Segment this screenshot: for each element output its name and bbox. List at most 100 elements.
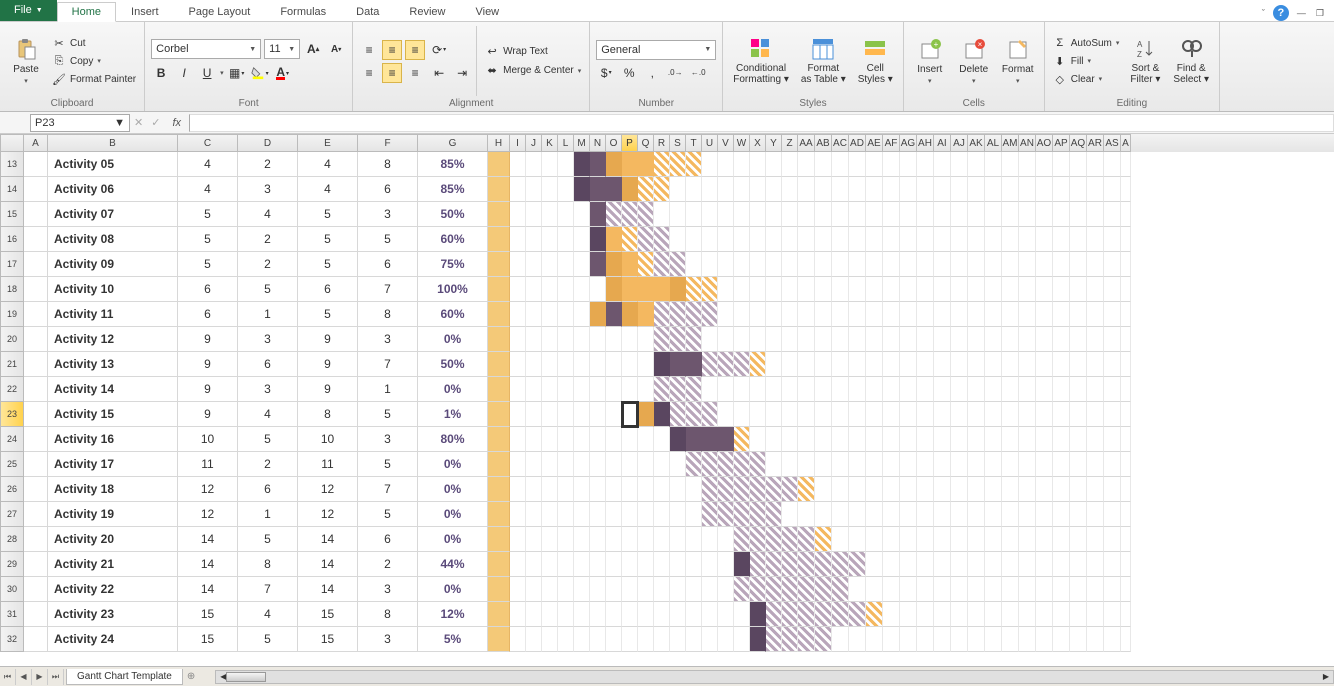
gantt-cell[interactable] xyxy=(510,152,526,177)
gantt-cell[interactable] xyxy=(985,177,1002,202)
gantt-cell[interactable] xyxy=(590,227,606,252)
gantt-cell[interactable] xyxy=(750,477,766,502)
cell[interactable] xyxy=(488,502,510,527)
cell[interactable]: Activity 16 xyxy=(48,427,178,452)
gantt-cell[interactable] xyxy=(815,602,832,627)
cell[interactable]: 9 xyxy=(298,377,358,402)
gantt-cell[interactable] xyxy=(917,152,934,177)
gantt-cell[interactable] xyxy=(750,227,766,252)
cell[interactable] xyxy=(488,252,510,277)
gantt-cell[interactable] xyxy=(670,302,686,327)
gantt-cell[interactable] xyxy=(1036,552,1053,577)
cell[interactable]: 15 xyxy=(298,627,358,652)
cell[interactable] xyxy=(24,477,48,502)
gantt-cell[interactable] xyxy=(866,452,883,477)
gantt-cell[interactable] xyxy=(510,327,526,352)
gantt-cell[interactable] xyxy=(1002,402,1019,427)
gantt-cell[interactable] xyxy=(866,377,883,402)
cell[interactable]: 2 xyxy=(238,152,298,177)
gantt-cell[interactable] xyxy=(917,577,934,602)
gantt-cell[interactable] xyxy=(718,527,734,552)
gantt-cell[interactable] xyxy=(622,302,638,327)
gantt-cell[interactable] xyxy=(638,177,654,202)
gantt-cell[interactable] xyxy=(750,177,766,202)
cell[interactable]: 60% xyxy=(418,227,488,252)
gantt-cell[interactable] xyxy=(558,477,574,502)
gantt-cell[interactable] xyxy=(590,452,606,477)
gantt-cell[interactable] xyxy=(1053,177,1070,202)
cell[interactable]: 9 xyxy=(178,327,238,352)
ribbon-minimize-icon[interactable]: ˇ xyxy=(1260,6,1267,20)
gantt-cell[interactable] xyxy=(606,327,622,352)
column-header-AR[interactable]: AR xyxy=(1087,134,1104,152)
gantt-cell[interactable] xyxy=(951,527,968,552)
gantt-cell[interactable] xyxy=(985,402,1002,427)
gantt-cell[interactable] xyxy=(734,177,750,202)
gantt-cell[interactable] xyxy=(702,277,718,302)
gantt-cell[interactable] xyxy=(832,227,849,252)
gantt-cell[interactable] xyxy=(832,277,849,302)
gantt-cell[interactable] xyxy=(574,552,590,577)
align-top-button[interactable]: ≡ xyxy=(359,40,379,60)
sort-filter-button[interactable]: AZ Sort &Filter ▾ xyxy=(1125,26,1165,96)
gantt-cell[interactable] xyxy=(900,402,917,427)
column-header-AI[interactable]: AI xyxy=(934,134,951,152)
gantt-cell[interactable] xyxy=(606,577,622,602)
gantt-cell[interactable] xyxy=(542,627,558,652)
gantt-cell[interactable] xyxy=(702,352,718,377)
currency-button[interactable]: $▾ xyxy=(596,63,616,83)
gantt-cell[interactable] xyxy=(558,502,574,527)
gantt-cell[interactable] xyxy=(686,552,702,577)
cell[interactable]: 3 xyxy=(238,177,298,202)
gantt-cell[interactable] xyxy=(510,177,526,202)
gantt-cell[interactable] xyxy=(654,602,670,627)
gantt-cell[interactable] xyxy=(866,502,883,527)
gantt-cell[interactable] xyxy=(866,352,883,377)
gantt-cell[interactable] xyxy=(849,527,866,552)
gantt-cell[interactable] xyxy=(1070,152,1087,177)
cell[interactable] xyxy=(24,302,48,327)
gantt-cell[interactable] xyxy=(1070,402,1087,427)
cell[interactable] xyxy=(24,552,48,577)
gantt-cell[interactable] xyxy=(670,502,686,527)
gantt-cell[interactable] xyxy=(606,252,622,277)
gantt-cell[interactable] xyxy=(798,302,815,327)
cell[interactable] xyxy=(24,277,48,302)
gantt-cell[interactable] xyxy=(1002,227,1019,252)
gantt-cell[interactable] xyxy=(670,477,686,502)
gantt-cell[interactable] xyxy=(1002,377,1019,402)
gantt-cell[interactable] xyxy=(1121,427,1131,452)
gantt-cell[interactable] xyxy=(734,402,750,427)
gantt-cell[interactable] xyxy=(1121,452,1131,477)
gantt-cell[interactable] xyxy=(654,327,670,352)
gantt-cell[interactable] xyxy=(1053,327,1070,352)
gantt-cell[interactable] xyxy=(670,277,686,302)
gantt-cell[interactable] xyxy=(934,552,951,577)
window-restore-icon[interactable]: ❐ xyxy=(1314,6,1326,21)
gantt-cell[interactable] xyxy=(1070,502,1087,527)
gantt-cell[interactable] xyxy=(526,452,542,477)
cell[interactable]: 5 xyxy=(238,427,298,452)
gantt-cell[interactable] xyxy=(686,527,702,552)
gantt-cell[interactable] xyxy=(849,577,866,602)
gantt-cell[interactable] xyxy=(638,152,654,177)
gantt-cell[interactable] xyxy=(1036,402,1053,427)
fill-button[interactable]: ⬇Fill▾ xyxy=(1051,53,1122,69)
gantt-cell[interactable] xyxy=(782,302,798,327)
decrease-decimal-button[interactable]: ←.0 xyxy=(688,63,708,83)
gantt-cell[interactable] xyxy=(686,152,702,177)
cell[interactable] xyxy=(488,377,510,402)
gantt-cell[interactable] xyxy=(1002,327,1019,352)
gantt-cell[interactable] xyxy=(1002,502,1019,527)
cell[interactable]: Activity 13 xyxy=(48,352,178,377)
gantt-cell[interactable] xyxy=(866,302,883,327)
gantt-cell[interactable] xyxy=(606,277,622,302)
gantt-cell[interactable] xyxy=(590,202,606,227)
column-header-AC[interactable]: AC xyxy=(832,134,849,152)
merge-center-button[interactable]: ⬌ Merge & Center▾ xyxy=(483,63,583,79)
gantt-cell[interactable] xyxy=(798,227,815,252)
gantt-cell[interactable] xyxy=(654,227,670,252)
gantt-cell[interactable] xyxy=(883,427,900,452)
gantt-cell[interactable] xyxy=(702,602,718,627)
cell[interactable]: 4 xyxy=(298,152,358,177)
